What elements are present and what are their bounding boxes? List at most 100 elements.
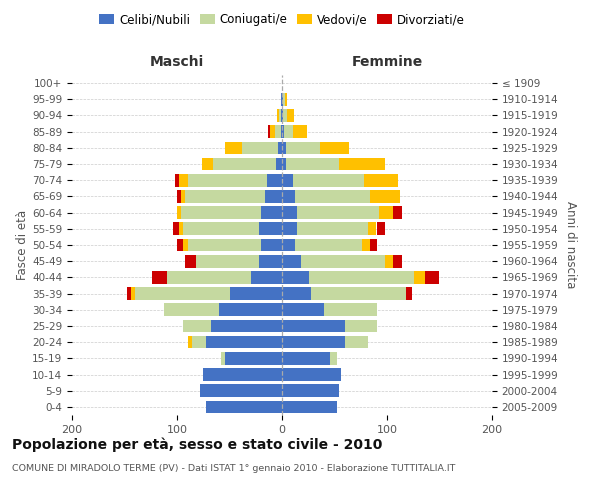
Bar (370, 190, 400, 202)
Text: Popolazione per età, sesso e stato civile - 2010: Popolazione per età, sesso e stato civil… (12, 438, 382, 452)
Bar (167, 271, 251, 283)
Bar (181, 190, 185, 202)
Bar (152, 271, 167, 283)
Bar (276, 158, 282, 170)
Y-axis label: Fasce di età: Fasce di età (16, 210, 29, 280)
Bar (268, 126, 271, 138)
Bar (188, 174, 268, 186)
Bar (406, 288, 412, 300)
Bar (221, 352, 226, 364)
Bar (275, 126, 281, 138)
Bar (425, 271, 439, 283)
Bar (362, 238, 370, 252)
Bar (282, 288, 311, 300)
Bar (196, 255, 259, 268)
Bar (242, 142, 278, 154)
Bar (200, 384, 282, 397)
Bar (211, 320, 282, 332)
Bar (345, 320, 377, 332)
Bar (219, 304, 282, 316)
Bar (179, 222, 184, 235)
Bar (296, 222, 368, 235)
Bar (282, 336, 345, 348)
Bar (181, 206, 261, 219)
Bar (282, 368, 341, 381)
Bar (268, 174, 282, 186)
Bar (281, 93, 282, 106)
Bar (229, 288, 282, 300)
Bar (212, 158, 276, 170)
Bar (282, 271, 310, 283)
Bar (226, 142, 242, 154)
Bar (282, 238, 295, 252)
Bar (203, 368, 282, 381)
Bar (295, 238, 362, 252)
Bar (296, 206, 379, 219)
Bar (282, 384, 338, 397)
Bar (320, 142, 349, 154)
Bar (259, 255, 282, 268)
Bar (282, 304, 324, 316)
Bar (185, 255, 196, 268)
Bar (331, 352, 337, 364)
Bar (283, 93, 285, 106)
Bar (271, 126, 275, 138)
Bar (282, 93, 283, 106)
Bar (310, 271, 415, 283)
Bar (364, 174, 398, 186)
Text: Femmine: Femmine (352, 54, 422, 68)
Bar (226, 352, 282, 364)
Bar (293, 174, 364, 186)
Bar (370, 238, 377, 252)
Text: COMUNE DI MIRADOLO TERME (PV) - Dati ISTAT 1° gennaio 2010 - Elaborazione TUTTIT: COMUNE DI MIRADOLO TERME (PV) - Dati IST… (12, 464, 455, 473)
Bar (394, 206, 402, 219)
Bar (282, 142, 286, 154)
Bar (177, 238, 184, 252)
Bar (283, 109, 287, 122)
Bar (368, 222, 377, 235)
Bar (192, 336, 206, 348)
Bar (164, 304, 219, 316)
Bar (279, 109, 281, 122)
Bar (282, 400, 337, 413)
Bar (394, 255, 402, 268)
Bar (184, 320, 211, 332)
Bar (278, 142, 282, 154)
Bar (345, 336, 368, 348)
Bar (282, 109, 283, 122)
Bar (324, 304, 377, 316)
Bar (135, 288, 229, 300)
Bar (259, 222, 282, 235)
Bar (282, 352, 331, 364)
Bar (282, 190, 295, 202)
Bar (293, 126, 307, 138)
Bar (414, 271, 425, 283)
Bar (285, 93, 287, 106)
Bar (277, 109, 279, 122)
Bar (282, 320, 345, 332)
Bar (265, 190, 282, 202)
Bar (187, 238, 261, 252)
Bar (287, 109, 293, 122)
Bar (131, 288, 135, 300)
Bar (286, 158, 338, 170)
Bar (173, 222, 179, 235)
Bar (177, 206, 181, 219)
Bar (311, 288, 406, 300)
Bar (282, 255, 301, 268)
Bar (281, 109, 282, 122)
Bar (385, 255, 394, 268)
Text: Maschi: Maschi (150, 54, 204, 68)
Bar (202, 158, 213, 170)
Bar (184, 238, 187, 252)
Bar (175, 174, 179, 186)
Bar (251, 271, 282, 283)
Bar (261, 206, 282, 219)
Bar (284, 126, 293, 138)
Legend: Celibi/Nubili, Coniugati/e, Vedovi/e, Divorziati/e: Celibi/Nubili, Coniugati/e, Vedovi/e, Di… (94, 8, 470, 31)
Bar (206, 336, 282, 348)
Bar (282, 222, 296, 235)
Bar (179, 174, 187, 186)
Bar (177, 190, 181, 202)
Bar (301, 255, 385, 268)
